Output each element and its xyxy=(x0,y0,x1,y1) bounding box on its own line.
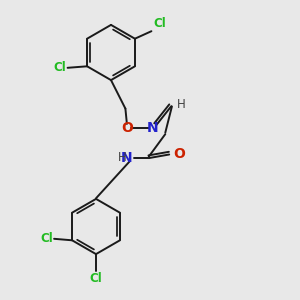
Text: Cl: Cl xyxy=(54,61,66,74)
Text: O: O xyxy=(174,147,186,161)
Text: N: N xyxy=(147,121,158,135)
Text: Cl: Cl xyxy=(153,17,166,30)
Text: H: H xyxy=(118,151,127,164)
Text: Cl: Cl xyxy=(90,272,102,285)
Text: O: O xyxy=(121,121,133,135)
Text: N: N xyxy=(121,151,132,165)
Text: H: H xyxy=(177,98,186,111)
Text: Cl: Cl xyxy=(40,232,53,245)
